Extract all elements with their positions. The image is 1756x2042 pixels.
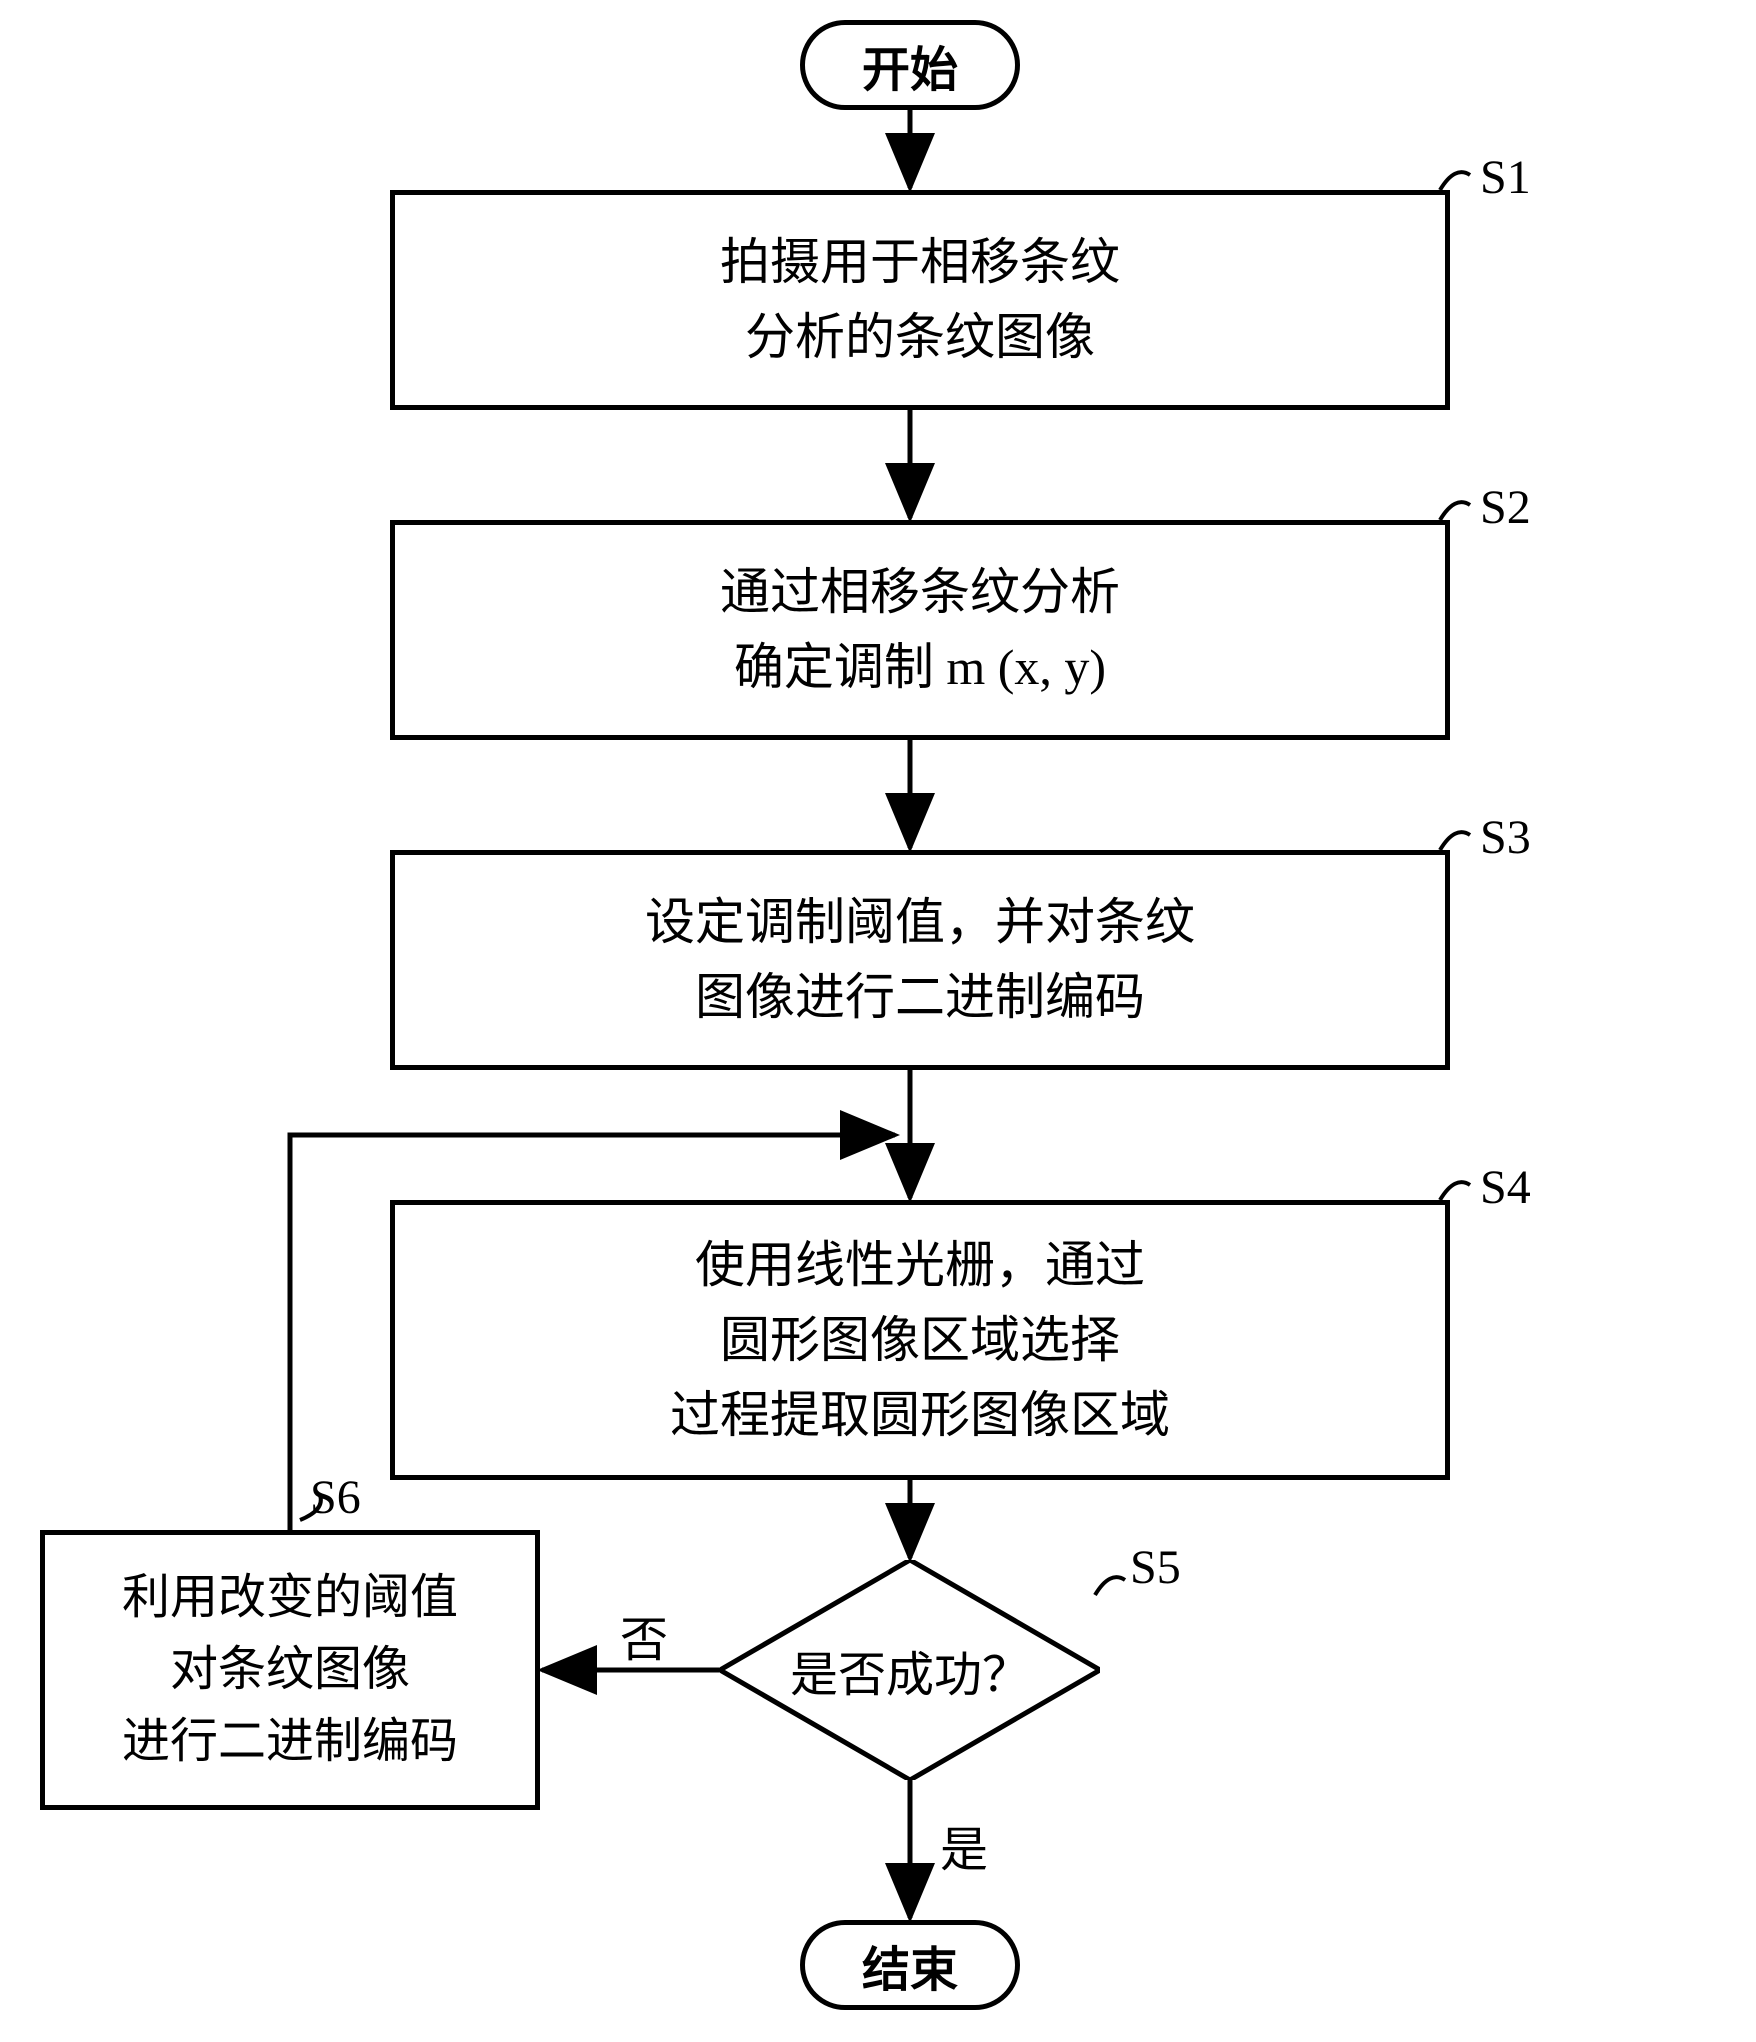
decision-s5-text: 是否成功？ [790, 1635, 1030, 1705]
decision-s5-label: S5 [1130, 1540, 1181, 1595]
step-s1-label: S1 [1480, 150, 1531, 205]
step-s2-text: 通过相移条纹分析 确定调制 m (x, y) [720, 555, 1120, 705]
step-s3-text: 设定调制阈值，并对条纹 图像进行二进制编码 [645, 885, 1195, 1035]
step-s4-label: S4 [1480, 1160, 1531, 1215]
end-label: 结束 [862, 1930, 958, 2000]
step-s4-text: 使用线性光栅，通过 圆形图像区域选择 过程提取圆形图像区域 [670, 1228, 1170, 1453]
decision-s5: 是否成功？ [720, 1560, 1100, 1780]
step-s2: 通过相移条纹分析 确定调制 m (x, y) [390, 520, 1450, 740]
step-s4: 使用线性光栅，通过 圆形图像区域选择 过程提取圆形图像区域 [390, 1200, 1450, 1480]
step-s2-label: S2 [1480, 480, 1531, 535]
step-s3-label: S3 [1480, 810, 1531, 865]
edge-no-label: 否 [620, 1600, 668, 1670]
edge-yes-label: 是 [940, 1810, 988, 1880]
step-s6: 利用改变的阈值 对条纹图像 进行二进制编码 [40, 1530, 540, 1810]
step-s6-label: S6 [310, 1470, 361, 1525]
end-terminator: 结束 [800, 1920, 1020, 2010]
flowchart-container: 开始 拍摄用于相移条纹 分析的条纹图像 S1 [0, 0, 1756, 2042]
step-s1-text: 拍摄用于相移条纹 分析的条纹图像 [720, 225, 1120, 375]
step-s3: 设定调制阈值，并对条纹 图像进行二进制编码 [390, 850, 1450, 1070]
step-s6-text: 利用改变的阈值 对条纹图像 进行二进制编码 [122, 1562, 458, 1778]
step-s1: 拍摄用于相移条纹 分析的条纹图像 [390, 190, 1450, 410]
